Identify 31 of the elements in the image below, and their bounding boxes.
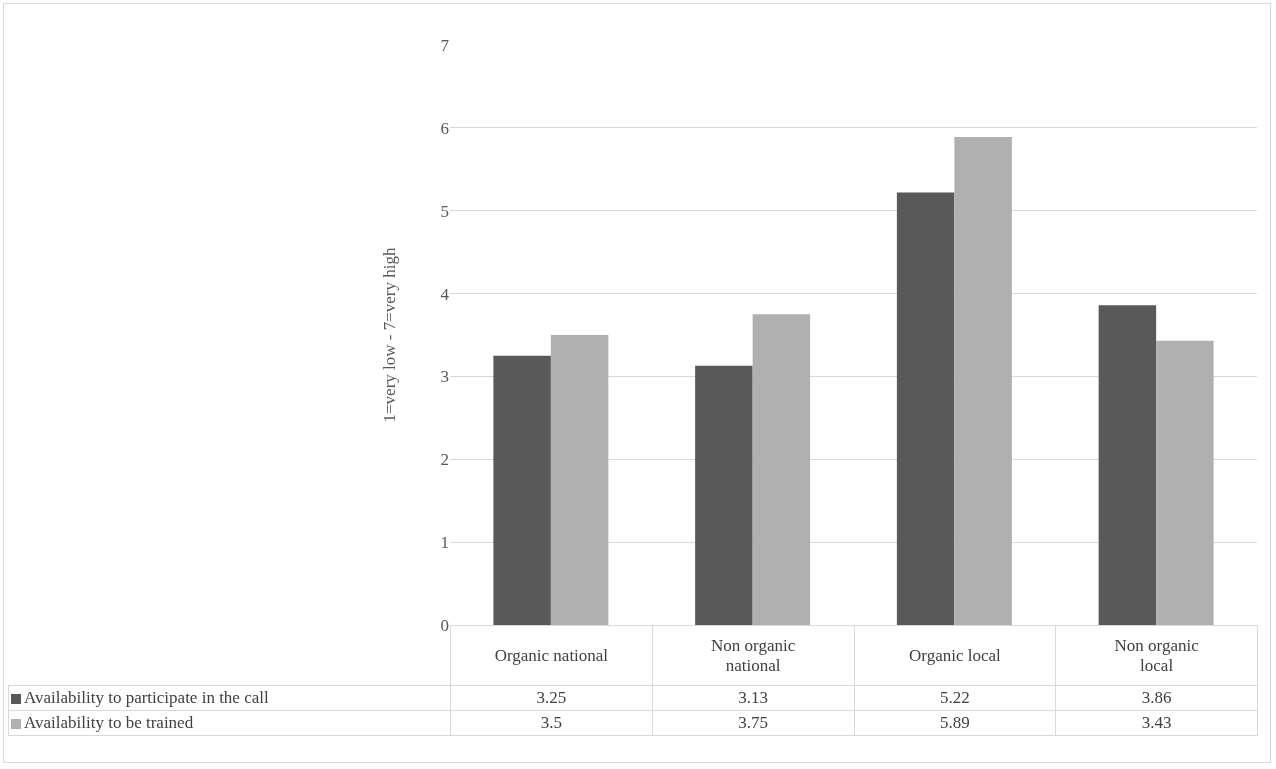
data-label: 3.86 [1055,685,1258,711]
y-axis-title: 1=very low - 7=very high [380,247,400,423]
legend-label: Availability to participate in the call [24,688,269,707]
data-label: 5.22 [854,685,1056,711]
data-label: 3.5 [450,710,653,736]
data-label: 3.75 [652,710,854,736]
data-label: 3.25 [450,685,653,711]
data-label: 3.13 [652,685,854,711]
y-tick-label: 6 [440,118,449,138]
y-tick-label: 4 [440,284,450,304]
data-label: 3.43 [1055,710,1258,736]
bar [550,335,609,625]
bar [896,192,955,625]
bar [752,314,811,625]
y-tick-label: 2 [440,450,449,470]
x-tick-label: Organic local [908,645,1002,666]
y-tick-label: 3 [440,367,449,387]
x-tick-label: Non organic national [710,635,797,676]
y-tick-label: 7 [440,35,450,55]
data-label: 5.89 [854,710,1056,736]
bar [1156,340,1214,625]
x-tick-label: Non organic local [1113,635,1200,676]
y-tick-label: 0 [440,615,449,635]
y-tick-label: 5 [440,201,449,221]
bar [695,365,753,625]
bar [1098,305,1157,625]
x-tick-label: Organic national [493,645,610,666]
legend-label: Availability to be trained [24,713,194,732]
bar [493,355,551,625]
y-tick-label: 1 [440,533,449,553]
bar [954,136,1012,625]
